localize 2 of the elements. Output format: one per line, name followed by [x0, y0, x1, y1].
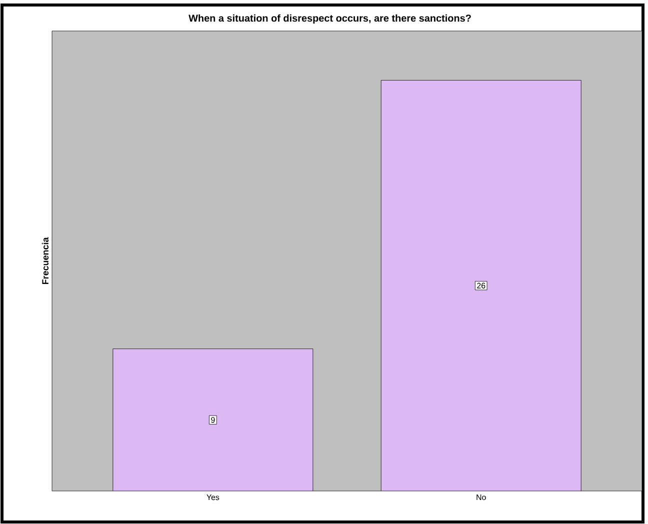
y-axis-title: Frecuencia	[42, 237, 48, 284]
chart-title: When a situation of disrespect occurs, are there sanctions?	[188, 14, 471, 24]
